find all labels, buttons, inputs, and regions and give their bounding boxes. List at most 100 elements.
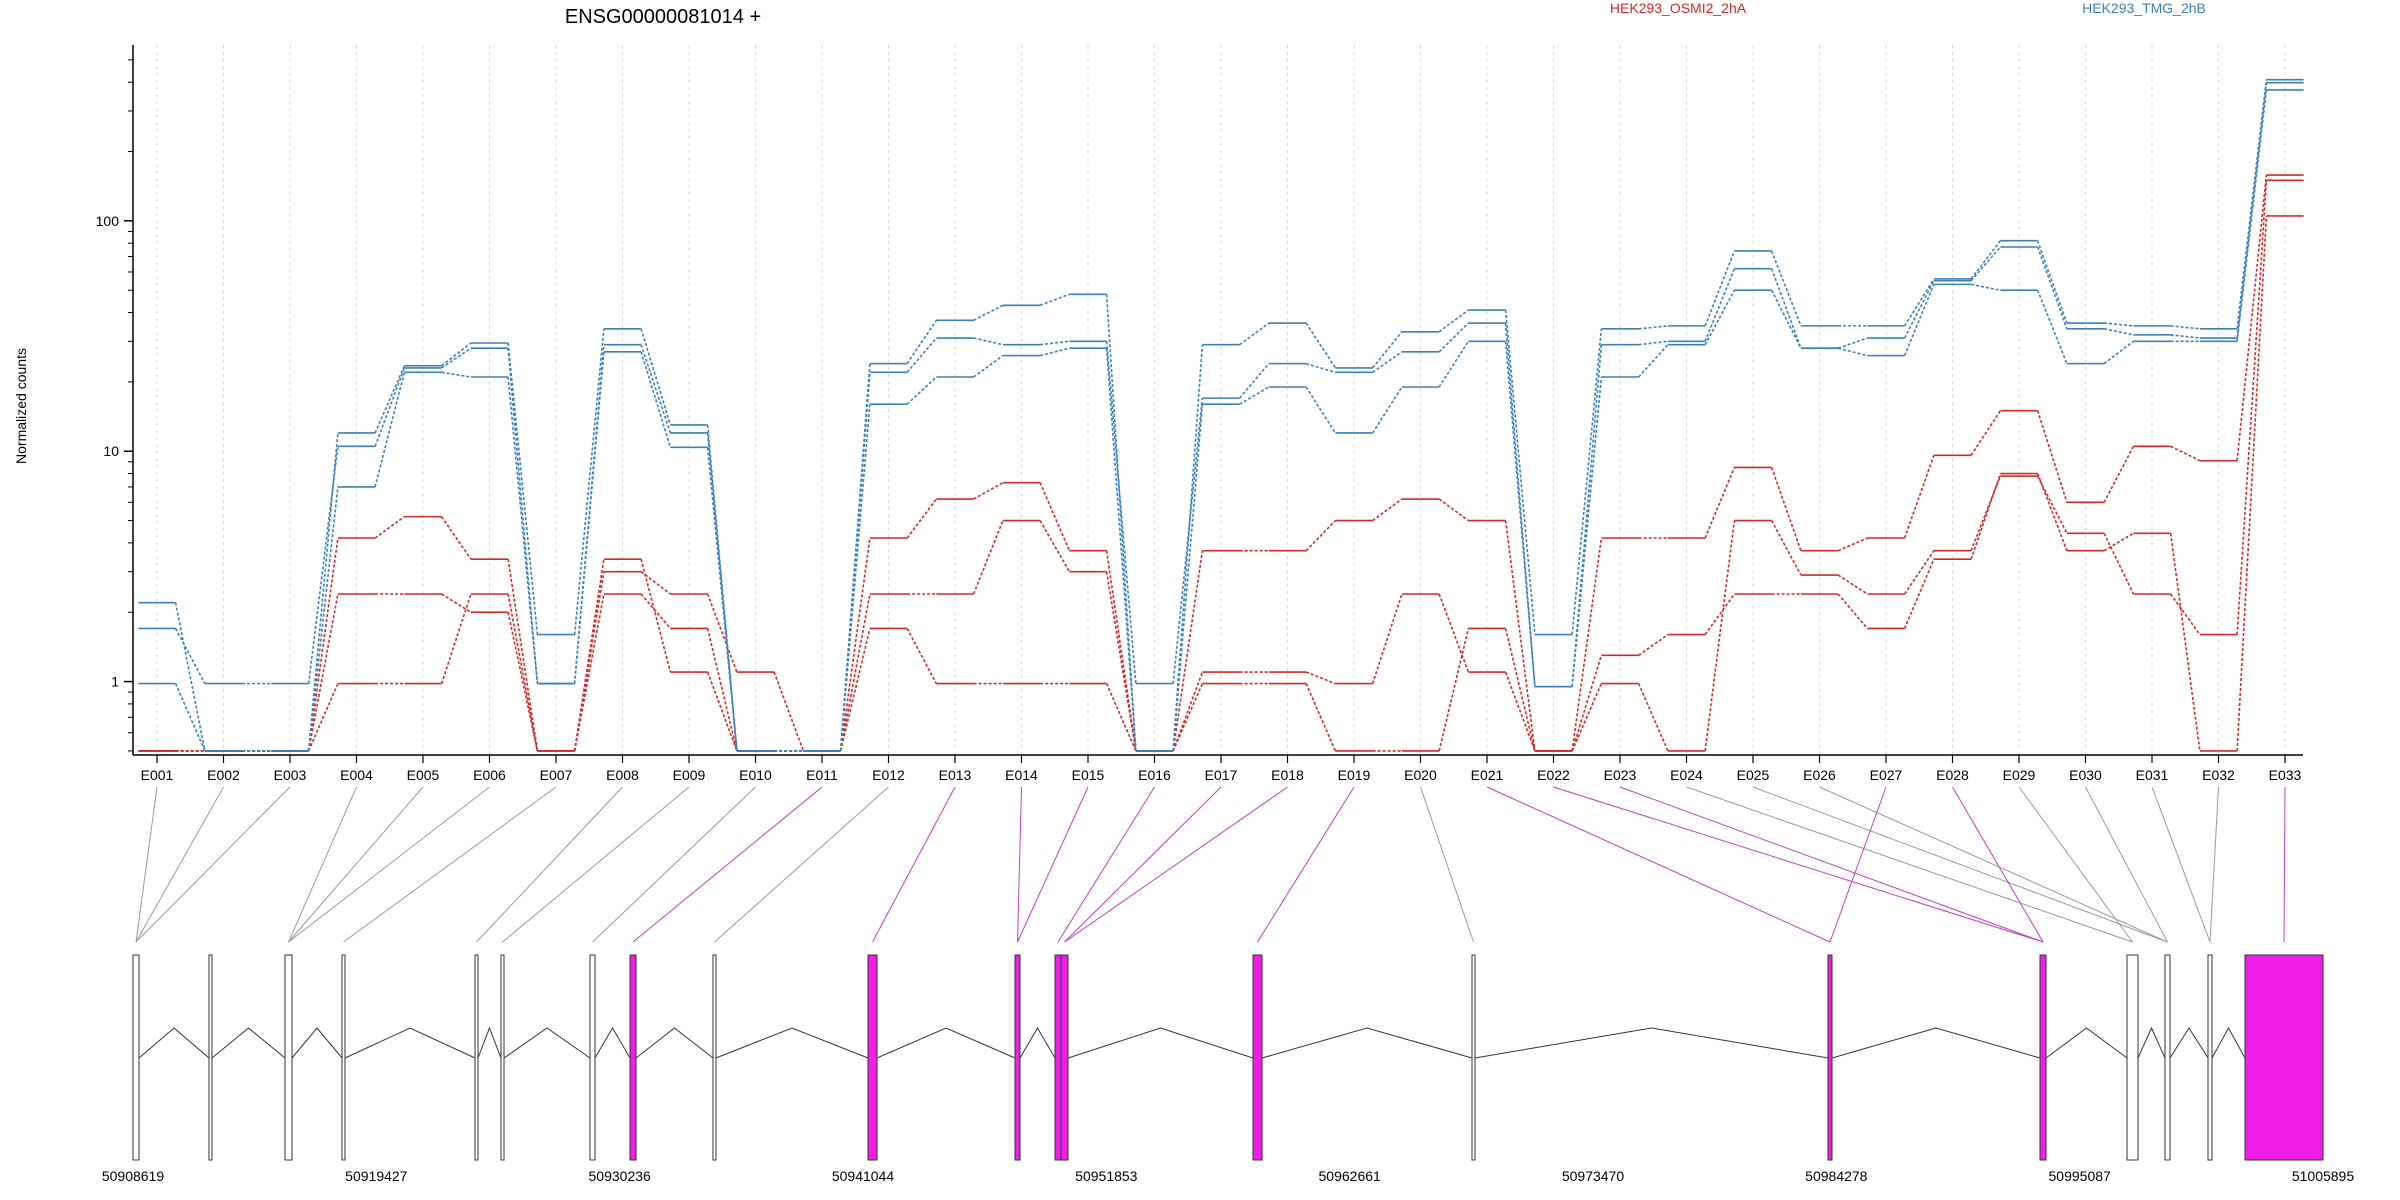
exon-connector [1017, 786, 1089, 943]
x-tick-label: E007 [540, 767, 573, 783]
x-tick-label: E002 [207, 767, 240, 783]
exon-connector [288, 786, 357, 943]
x-tick-label: E029 [2003, 767, 2036, 783]
x-tick-label: E003 [274, 767, 307, 783]
exon-box [500, 954, 505, 1161]
exon-connector [592, 786, 756, 943]
exon-connector [288, 786, 490, 943]
exon-connector [1486, 786, 1831, 943]
exon-connector [1257, 786, 1355, 943]
exon-connector [135, 786, 224, 943]
genome-coordinate-label: 51005895 [2292, 1168, 2355, 1184]
exon-connector [476, 786, 623, 943]
x-tick-label: E031 [2136, 767, 2169, 783]
x-tick-label: E030 [2069, 767, 2102, 783]
intron-line [1019, 1027, 1056, 1059]
exon-box [2164, 954, 2171, 1161]
intron-line [2211, 1026, 2246, 1059]
exon-box [2126, 954, 2139, 1161]
chart-title: ENSG00000081014 + [565, 6, 761, 28]
exon-connector [1686, 786, 2133, 943]
y-tick-label: 100 [96, 213, 120, 229]
intron-line [635, 1027, 714, 1059]
exon-connector [1952, 786, 2044, 943]
x-tick-label: E028 [1936, 767, 1969, 783]
exon-box-significant [1014, 954, 1021, 1161]
intron-line [2169, 1027, 2209, 1059]
x-tick-label: E022 [1537, 767, 1570, 783]
exon-connector [1819, 786, 2168, 943]
exon-connector [2018, 786, 2133, 943]
exon-box [589, 954, 596, 1161]
x-tick-label: E005 [407, 767, 440, 783]
exon-connector [135, 786, 291, 943]
x-tick-label: E024 [1670, 767, 1703, 783]
series-line-2 [138, 174, 2304, 752]
x-tick-label: E032 [2202, 767, 2235, 783]
x-tick-label: E018 [1271, 767, 1304, 783]
genome-coordinate-label: 50995087 [2049, 1168, 2112, 1184]
axes: 1 10 100 E001 E002 E003 E004 E005 E006 E007 E008 E0… [96, 45, 2303, 783]
intron-line [2137, 1026, 2166, 1059]
x-tick-label: E013 [939, 767, 972, 783]
exon-box-significant [1054, 954, 1062, 1161]
exon-box-significant [629, 954, 637, 1161]
x-tick-label: E023 [1604, 767, 1637, 783]
intron-line [1474, 1027, 1829, 1059]
exon-connector [1619, 786, 2044, 943]
exon-connector [1057, 786, 1155, 943]
y-axis-label: Normalized counts [13, 348, 29, 464]
x-tick-label: E025 [1737, 767, 1770, 783]
x-tick-label: E006 [473, 767, 506, 783]
genome-coordinate-label: 50930236 [589, 1168, 652, 1184]
exon-box [474, 954, 479, 1161]
genome-coordinate-label: 50984278 [1805, 1168, 1868, 1184]
x-tick-label: E027 [1870, 767, 1903, 783]
intron-line [594, 1027, 631, 1059]
series-connector-2 [175, 175, 2268, 752]
genome-coordinate-label: 50908619 [102, 1168, 165, 1184]
exon-connector [2151, 786, 2211, 943]
exon-connector [343, 786, 557, 943]
series-line-5 [138, 78, 2304, 752]
exon-connector [714, 786, 889, 943]
exon-box [712, 954, 717, 1161]
exon-connector [1064, 786, 1288, 943]
exon-box [284, 954, 293, 1161]
x-tick-label: E014 [1005, 767, 1038, 783]
exon-box-significant [1060, 954, 1069, 1161]
grid-lines [156, 45, 2286, 755]
intron-line [876, 1027, 1016, 1059]
series-connector-4 [174, 82, 2268, 752]
x-tick-label: E010 [739, 767, 772, 783]
gene-model: 50908619 50919427 50930236 50941044 50951853… [102, 954, 2355, 1184]
genome-coordinate-label: 50973470 [1562, 1168, 1625, 1184]
genome-coordinate-label: 50962661 [1319, 1168, 1382, 1184]
series-line-3 [138, 89, 2304, 752]
exon-box [208, 954, 213, 1161]
series-connector-0 [175, 215, 2268, 752]
exon-connector [1553, 786, 2044, 943]
exon-connector [502, 786, 690, 943]
legend-label-osmi2: HEK293_OSMI2_2hA [1610, 0, 1747, 16]
exon-box [2207, 954, 2213, 1161]
x-tick-label: E011 [806, 767, 838, 783]
exon-connector [2085, 786, 2168, 943]
y-tick-label: 10 [103, 443, 119, 459]
x-tick-label: E001 [141, 767, 174, 783]
exon-connector [1752, 786, 2168, 943]
intron-line [503, 1027, 591, 1059]
exon-box-significant [1827, 954, 1833, 1161]
exon-connector [632, 786, 823, 943]
genome-coordinate-label: 50951853 [1075, 1168, 1138, 1184]
intron-line [477, 1026, 502, 1059]
exon-connector [1420, 786, 1474, 943]
x-tick-label: E033 [2269, 767, 2302, 783]
exon-connector [2209, 786, 2219, 943]
intron-line [715, 1027, 869, 1059]
intron-line [1261, 1027, 1473, 1059]
exon-connector [1829, 786, 1887, 943]
exon-connector [135, 786, 158, 943]
x-tick-label: E015 [1072, 767, 1105, 783]
